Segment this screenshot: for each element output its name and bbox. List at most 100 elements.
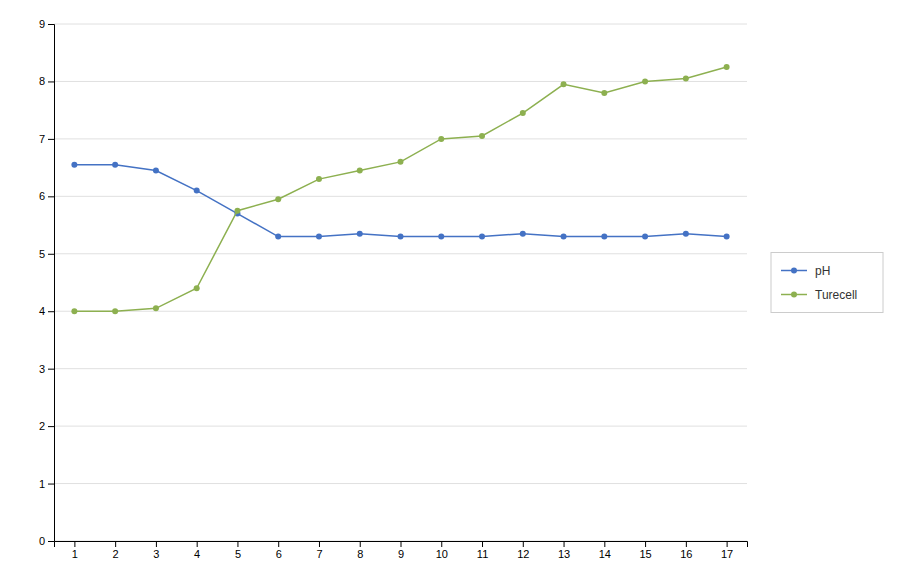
x-axis-tick-mark	[401, 541, 402, 547]
x-axis-tick: 10	[436, 541, 448, 560]
x-axis-tick: 12	[517, 541, 529, 560]
y-axis-tick-label: 2	[39, 420, 45, 432]
y-axis-tick-mark	[48, 196, 54, 197]
marker	[398, 159, 404, 165]
marker	[601, 90, 607, 96]
x-axis-tick-mark	[197, 541, 198, 547]
y-axis-tick-mark	[48, 81, 54, 82]
series	[71, 162, 729, 240]
y-axis-tick-mark	[48, 541, 54, 542]
legend-marker	[791, 292, 797, 298]
marker	[561, 81, 567, 87]
x-axis-tick-mark	[727, 541, 728, 547]
x-axis-line	[55, 542, 748, 548]
x-axis-tick-label: 13	[558, 548, 570, 560]
x-axis-tick: 6	[276, 541, 282, 560]
x-axis-tick-label: 10	[436, 548, 448, 560]
x-axis-tick-mark	[278, 541, 279, 547]
marker	[438, 136, 444, 142]
y-axis-tick: 1	[39, 478, 54, 490]
marker	[316, 234, 322, 240]
y-axis-tick-label: 9	[39, 18, 45, 30]
marker	[724, 64, 730, 70]
legend-item: Turecell	[781, 288, 857, 302]
marker	[398, 234, 404, 240]
x-axis-tick: 11	[477, 541, 488, 560]
y-axis-tick: 7	[39, 133, 54, 145]
y-axis-tick-label: 8	[39, 75, 45, 87]
grid-line	[54, 138, 747, 139]
y-axis-tick-label: 3	[39, 363, 45, 375]
x-axis-tick: 5	[235, 541, 241, 560]
y-axis-tick-label: 1	[39, 478, 45, 490]
grid-line	[54, 196, 747, 197]
marker	[112, 308, 118, 314]
marks	[71, 64, 729, 314]
y-axis-tick: 5	[39, 248, 54, 260]
y-axis-tick-mark	[48, 369, 54, 370]
marker	[71, 162, 77, 168]
x-axis-tick-mark	[523, 541, 524, 547]
y-axis-tick-mark	[48, 484, 54, 485]
x-axis-tick: 8	[357, 541, 363, 560]
x-axis-tick-label: 12	[517, 548, 529, 560]
x-axis-tick-mark	[115, 541, 116, 547]
chart: 12345678910111213141516170123456789pHTur…	[0, 0, 907, 585]
x-axis-tick-label: 6	[276, 548, 282, 560]
x-axis-tick-mark	[237, 541, 238, 547]
y-axis-tick-mark	[48, 24, 54, 25]
x-axis-tick-mark	[74, 541, 75, 547]
grid-line	[54, 483, 747, 484]
y-axis-tick: 4	[39, 305, 54, 317]
y-axis-line	[48, 25, 55, 542]
marker	[642, 78, 648, 84]
marker	[683, 76, 689, 82]
x-axis-tick-label: 7	[316, 548, 322, 560]
x-axis-tick: 3	[153, 541, 159, 560]
x-axis-tick-label: 2	[113, 548, 119, 560]
marker	[234, 208, 240, 214]
x-axis-tick: 13	[558, 541, 570, 560]
legend-marker	[791, 268, 797, 274]
marker	[275, 234, 281, 240]
y-axis-tick-label: 0	[39, 535, 45, 547]
y-axis-tick-mark	[48, 254, 54, 255]
marker	[724, 234, 730, 240]
legend-label: pH	[815, 264, 830, 278]
x-axis-tick-label: 14	[599, 548, 611, 560]
grid	[54, 24, 747, 541]
legend-label: Turecell	[815, 288, 857, 302]
legend-item: pH	[781, 264, 830, 278]
x-axis-tick: 14	[599, 541, 611, 560]
y-axis-tick-mark	[48, 426, 54, 427]
y-axis-tick-label: 4	[39, 305, 45, 317]
marker	[642, 234, 648, 240]
x-axis: 1234567891011121314151617	[55, 541, 748, 560]
x-axis-tick-label: 9	[398, 548, 404, 560]
x-axis-tick: 9	[398, 541, 404, 560]
y-axis-tick: 6	[39, 190, 54, 202]
x-axis-tick-label: 1	[72, 548, 78, 560]
grid-line	[54, 368, 747, 369]
x-axis-tick: 4	[194, 541, 200, 560]
grid-line	[54, 24, 747, 25]
marker	[153, 167, 159, 173]
x-axis-tick-label: 11	[477, 548, 488, 560]
marker	[71, 308, 77, 314]
marker	[194, 285, 200, 291]
y-axis: 0 1 2 3 4 5 6 7 8 9	[39, 18, 55, 547]
x-axis-tick: 7	[316, 541, 322, 560]
marker	[561, 234, 567, 240]
plot-area: 12345678910111213141516170123456789	[39, 18, 748, 560]
x-axis-tick: 15	[639, 541, 651, 560]
marker	[357, 167, 363, 173]
marker	[520, 231, 526, 237]
x-axis-tick-mark	[604, 541, 605, 547]
x-axis-tick-label: 4	[194, 548, 200, 560]
x-axis-tick-mark	[645, 541, 646, 547]
x-axis-tick: 16	[680, 541, 692, 560]
x-axis-tick-label: 15	[639, 548, 651, 560]
line	[74, 67, 726, 311]
y-axis-tick-mark	[48, 311, 54, 312]
x-axis-tick-mark	[441, 541, 442, 547]
